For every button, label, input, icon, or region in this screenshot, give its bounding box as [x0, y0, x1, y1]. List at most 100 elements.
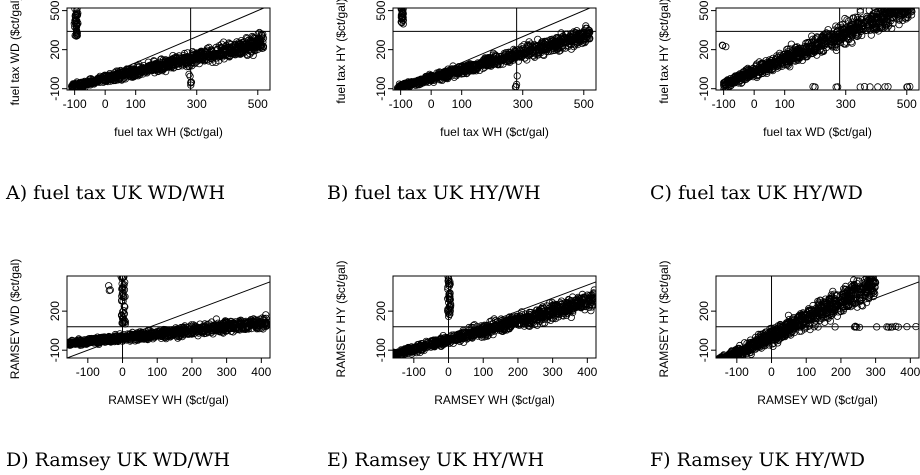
data-point	[100, 336, 108, 344]
data-point	[124, 69, 132, 77]
data-point	[558, 309, 567, 317]
data-point	[445, 70, 454, 78]
x-tick-label: 500	[248, 97, 268, 111]
data-point	[521, 54, 529, 62]
data-point	[398, 8, 406, 14]
data-point	[558, 42, 566, 51]
data-point	[160, 329, 168, 337]
data-point	[556, 38, 564, 47]
data-point	[832, 22, 840, 30]
data-point	[866, 83, 874, 90]
data-point	[438, 75, 446, 83]
x-tick-label: 300	[836, 97, 856, 111]
data-point	[878, 12, 886, 20]
data-point	[808, 49, 816, 58]
data-point	[901, 0, 907, 3]
data-point	[135, 69, 143, 78]
data-point	[530, 320, 539, 329]
data-point	[820, 33, 829, 41]
data-point	[774, 56, 783, 65]
data-point	[248, 39, 256, 48]
x-tick-label: 300	[513, 97, 533, 111]
data-point	[141, 65, 149, 73]
data-point	[570, 301, 579, 309]
data-point	[566, 305, 574, 313]
y-axis-label: fuel tax WD ($ct/gal)	[8, 0, 22, 105]
data-point	[862, 14, 871, 23]
data-point	[828, 30, 836, 38]
data-point	[899, 8, 906, 10]
data-point	[909, 8, 911, 9]
data-point	[510, 317, 518, 325]
data-point	[162, 68, 170, 76]
data-point	[151, 63, 159, 71]
data-point	[548, 314, 556, 322]
data-point	[491, 55, 499, 64]
data-point	[562, 307, 570, 315]
data-point	[590, 286, 596, 294]
data-point	[549, 307, 557, 315]
data-point	[501, 51, 509, 59]
data-point	[742, 66, 750, 74]
data-point	[398, 9, 406, 17]
data-point	[159, 330, 167, 338]
identity-line	[70, 8, 266, 90]
data-point	[858, 31, 866, 40]
data-point	[251, 321, 260, 330]
data-point	[833, 31, 842, 39]
x-tick-label: 400	[251, 365, 271, 379]
x-axis-label: fuel tax WH ($ct/gal)	[114, 125, 223, 139]
data-point	[895, 21, 903, 29]
data-point	[246, 42, 254, 50]
data-point	[125, 70, 133, 78]
data-point	[155, 65, 164, 73]
data-point	[95, 75, 103, 83]
data-point	[548, 301, 556, 310]
data-point	[856, 83, 864, 90]
data-point	[576, 36, 584, 44]
data-point	[722, 43, 730, 51]
data-point	[202, 329, 210, 337]
data-point	[230, 319, 238, 327]
data-point	[182, 327, 190, 335]
data-point	[525, 42, 533, 50]
x-tick-label: 200	[182, 365, 202, 379]
data-point	[905, 8, 910, 9]
data-point	[433, 73, 441, 81]
data-point	[719, 81, 728, 89]
data-point	[484, 329, 492, 337]
data-point	[454, 335, 462, 343]
data-point	[220, 55, 228, 63]
data-point	[762, 59, 771, 67]
data-point	[556, 299, 565, 307]
data-point	[903, 83, 912, 90]
data-point	[253, 325, 261, 333]
data-point	[185, 70, 193, 78]
identity-line	[67, 281, 270, 358]
y-tick-label: 500	[374, 0, 388, 20]
panel-caption: B) fuel tax UK HY/WH	[327, 182, 541, 204]
data-point	[443, 67, 451, 75]
data-point	[399, 13, 407, 21]
data-point	[239, 49, 247, 57]
x-tick-label: 300	[217, 365, 237, 379]
data-point	[185, 62, 193, 70]
data-point	[119, 289, 127, 297]
data-point	[259, 322, 268, 330]
data-point	[907, 11, 916, 19]
x-tick-label: 100	[452, 97, 472, 111]
data-point	[151, 66, 159, 74]
x-axis-label: fuel tax WD ($ct/gal)	[763, 125, 872, 139]
data-point	[76, 83, 84, 90]
data-point	[856, 8, 864, 14]
data-point	[520, 322, 528, 330]
data-point	[868, 23, 877, 31]
data-point	[102, 77, 110, 85]
data-point	[511, 316, 519, 324]
data-point	[831, 43, 839, 51]
data-point	[874, 83, 882, 90]
data-point	[901, 0, 907, 5]
data-point	[905, 0, 911, 1]
data-point	[134, 62, 142, 70]
